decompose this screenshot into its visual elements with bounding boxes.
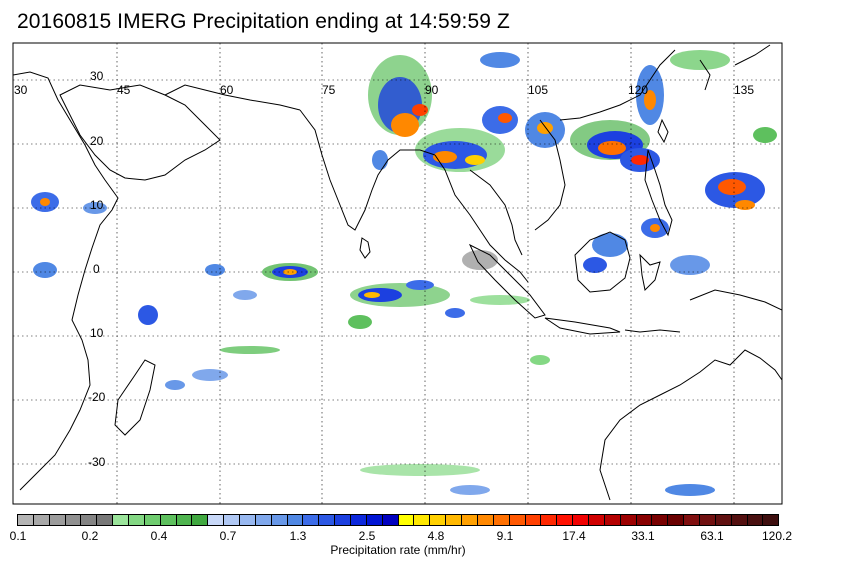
colorbar-swatch: [81, 515, 98, 525]
colorbar-tick-label: 9.1: [496, 529, 514, 543]
colorbar-tick-label: 33.1: [631, 529, 655, 543]
coastlines: [13, 44, 782, 501]
colorbar-swatch: [398, 515, 415, 525]
colorbar-swatch: [113, 515, 130, 525]
colorbar-swatch: [414, 515, 431, 525]
colorbar-swatch: [382, 515, 399, 525]
colorbar-swatch: [620, 515, 637, 525]
lat-label: 30: [90, 69, 104, 83]
lon-label: 105: [528, 83, 548, 97]
colorbar-swatch: [652, 515, 669, 525]
colorbar-tick-label: 0.4: [150, 529, 168, 543]
lat-label: 20: [90, 134, 104, 148]
colorbar-swatch: [18, 515, 34, 525]
colorbar-swatch: [65, 515, 82, 525]
colorbar-swatch: [192, 515, 209, 525]
colorbar-swatch: [430, 515, 447, 525]
colorbar-tick-label: 120.2: [761, 529, 793, 543]
colorbar-swatch: [557, 515, 574, 525]
lat-label: -20: [88, 390, 106, 404]
colorbar-swatch: [763, 515, 779, 525]
lon-label: 75: [322, 83, 336, 97]
colorbar-swatch: [573, 515, 589, 525]
latitude-labels: 30 20 10 0 10 -20 -30: [88, 69, 106, 469]
colorbar-swatch: [319, 515, 336, 525]
colorbar-swatch: [49, 515, 66, 525]
colorbar-swatch: [541, 515, 558, 525]
colorbar-swatch: [462, 515, 478, 525]
colorbar-swatch: [208, 515, 225, 525]
colorbar-swatch: [588, 515, 605, 525]
lon-label: 60: [220, 83, 234, 97]
lat-label: -30: [88, 455, 106, 469]
lon-label: 30: [14, 83, 28, 97]
colorbar-swatch: [255, 515, 272, 525]
colorbar-swatch: [33, 515, 50, 525]
colorbar-title: Precipitation rate (mm/hr): [330, 543, 466, 557]
lon-label: 45: [117, 83, 131, 97]
lon-label: 90: [425, 83, 439, 97]
colorbar-swatch: [731, 515, 748, 525]
colorbar-swatch: [366, 515, 383, 525]
colorbar-tick-label: 2.5: [358, 529, 376, 543]
colorbar-swatch: [271, 515, 288, 525]
colorbar-swatch: [525, 515, 542, 525]
longitude-labels: 30 45 60 75 90 105 120 135: [14, 83, 754, 97]
colorbar-swatch: [351, 515, 367, 525]
lat-label: 10: [90, 326, 104, 340]
colorbar-swatch: [747, 515, 764, 525]
colorbar-swatch: [335, 515, 352, 525]
lat-label: 0: [93, 262, 100, 276]
colorbar-swatch: [446, 515, 463, 525]
precipitation-cells: [31, 50, 777, 496]
colorbar-swatch: [493, 515, 510, 525]
colorbar-tick-label: 63.1: [700, 529, 724, 543]
lon-label: 135: [734, 83, 754, 97]
colorbar-swatch: [129, 515, 145, 525]
colorbar-tick-label: 17.4: [562, 529, 586, 543]
lat-label: 10: [90, 198, 104, 212]
colorbar-swatch: [97, 515, 114, 525]
colorbar-tick-label: 0.7: [219, 529, 237, 543]
colorbar-swatch: [668, 515, 685, 525]
colorbar-swatch: [636, 515, 653, 525]
colorbar-swatch: [144, 515, 161, 525]
colorbar-swatch: [224, 515, 241, 525]
colorbar-swatch: [715, 515, 732, 525]
colorbar-swatch: [509, 515, 526, 525]
lon-label: 120: [628, 83, 648, 97]
colorbar-tick-label: 0.2: [81, 529, 99, 543]
colorbar: [17, 514, 779, 526]
colorbar-swatch: [604, 515, 621, 525]
colorbar-tick-label: 0.1: [9, 529, 27, 543]
map-title: 20160815 IMERG Precipitation ending at 1…: [17, 10, 510, 33]
colorbar-swatch: [303, 515, 320, 525]
colorbar-swatch: [699, 515, 716, 525]
colorbar-tick-label: 1.3: [289, 529, 307, 543]
colorbar-swatch: [240, 515, 256, 525]
colorbar-swatch: [287, 515, 304, 525]
colorbar-swatch: [477, 515, 494, 525]
colorbar-swatch: [176, 515, 193, 525]
colorbar-swatch: [684, 515, 700, 525]
map-gridlines: [13, 43, 782, 504]
colorbar-swatch: [160, 515, 177, 525]
colorbar-tick-label: 4.8: [427, 529, 445, 543]
